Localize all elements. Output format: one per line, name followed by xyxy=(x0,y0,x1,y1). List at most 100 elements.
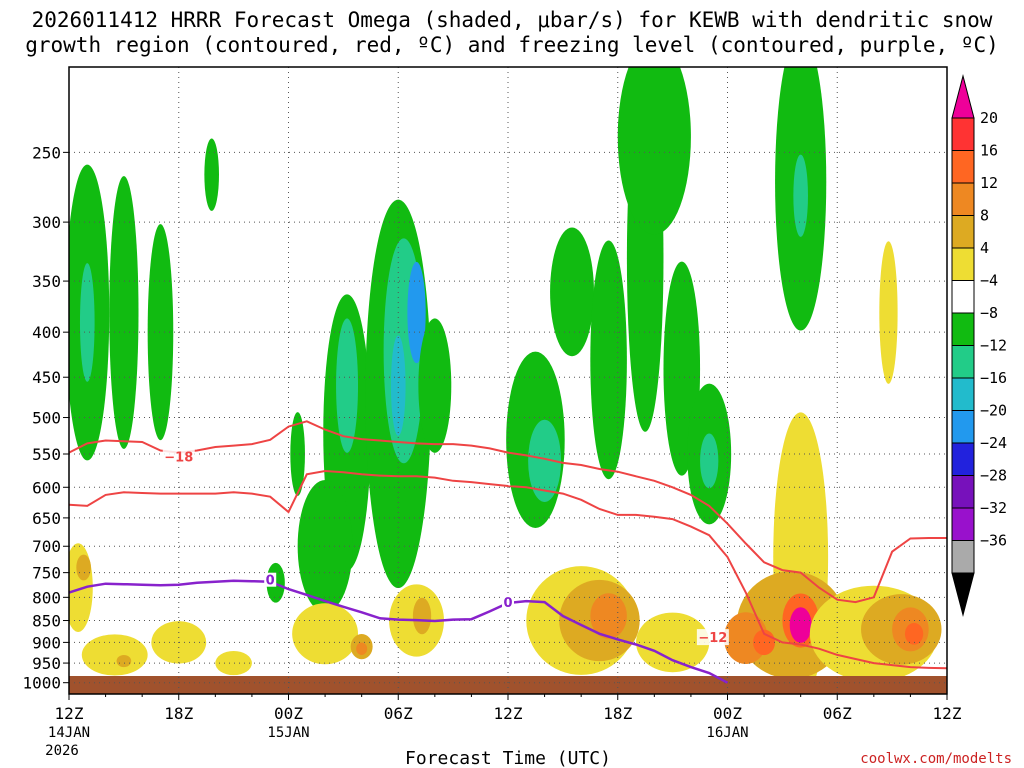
colorbar-top-arrow xyxy=(951,74,975,119)
omega-region-pos-32 xyxy=(292,603,359,665)
colorbar-label-1: 16 xyxy=(980,142,998,160)
y-tick-label-400: 400 xyxy=(32,323,61,342)
y-axis: 250 300 350 400 450 500 550 600 650 700 750 800 850 9… xyxy=(22,143,69,693)
x-tick-label-36: 00Z xyxy=(713,704,742,723)
colorbar-label-12: −32 xyxy=(980,499,1007,517)
colorbar-segment-8 xyxy=(951,377,975,411)
omega-shading xyxy=(69,67,942,694)
y-tick-label-600: 600 xyxy=(32,478,61,497)
y-tick-label-500: 500 xyxy=(32,409,61,428)
x-tick-year-0: 2026 xyxy=(45,743,79,759)
freezing-label-bg-1 xyxy=(502,595,514,610)
y-tick-label-650: 650 xyxy=(32,509,61,528)
colorbar-bottom-arrow xyxy=(951,572,975,617)
colorbar-segment-11 xyxy=(951,475,975,509)
y-tick-label-450: 450 xyxy=(32,368,61,387)
omega-region-neg-16 xyxy=(528,419,562,503)
colorbar-label-10: −24 xyxy=(980,434,1007,452)
contour-line--18 xyxy=(69,420,947,604)
freezing-level-label: 0 xyxy=(503,596,512,611)
contour-label--12: −12 xyxy=(698,631,727,646)
colorbar-label-3: 8 xyxy=(980,207,989,225)
x-axis: 12Z 14JAN 2026 18Z 00Z 15JAN 06Z 12Z 18Z 00Z 16JAN… xyxy=(45,694,962,759)
omega-region-pos-29 xyxy=(116,654,132,668)
omega-region-neg-8 xyxy=(336,318,359,453)
chart-title-line-1: 2026011412 HRRR Forecast Omega (shaded, … xyxy=(32,8,993,32)
colorbar-label-11: −28 xyxy=(980,467,1007,485)
colorbar-label-2: 12 xyxy=(980,174,998,192)
contour-label-bg--12 xyxy=(696,629,729,646)
x-tick-label-30: 18Z xyxy=(603,704,632,723)
colorbar-label-6: −8 xyxy=(980,304,998,322)
omega-region-neg-14 xyxy=(418,318,452,453)
colorbar-segment-6 xyxy=(951,312,975,346)
contour-line--12 xyxy=(69,469,947,670)
temperature-contours: −18 −12 0 0 xyxy=(69,420,947,684)
omega-region-pos-31 xyxy=(215,650,252,676)
omega-region-pos-34 xyxy=(356,642,368,655)
omega-region-neg-4 xyxy=(204,138,219,211)
colorbar-segment-13 xyxy=(951,540,975,574)
colorbar-label-5: −4 xyxy=(980,272,998,290)
omega-region-pos-27 xyxy=(76,554,91,581)
y-tick-label-700: 700 xyxy=(32,537,61,556)
freezing-label-bg-0 xyxy=(264,572,277,587)
x-tick-date-0: 14JAN xyxy=(48,725,90,741)
omega-region-neg-2 xyxy=(109,176,139,449)
y-tick-label-850: 850 xyxy=(32,612,61,631)
omega-region-neg-17 xyxy=(550,227,594,357)
omega-region-pos-50 xyxy=(904,622,924,645)
omega-region-neg-13 xyxy=(407,261,426,364)
y-tick-label-750: 750 xyxy=(32,564,61,583)
omega-region-neg-12 xyxy=(390,335,406,436)
contour-line-0 xyxy=(69,579,729,684)
colorbar-label-13: −36 xyxy=(980,532,1007,550)
x-tick-label-42: 06Z xyxy=(823,704,852,723)
contour-label--18: −18 xyxy=(164,450,193,465)
omega-region-neg-1 xyxy=(79,263,95,382)
omega-region-pos-46 xyxy=(789,607,812,643)
ground-below-surface xyxy=(69,676,947,694)
y-tick-label-950: 950 xyxy=(32,654,61,673)
colorbar-segment-4 xyxy=(951,247,975,281)
colorbar-segment-10 xyxy=(951,442,975,476)
omega-region-neg-25 xyxy=(793,154,808,237)
x-tick-label-18: 06Z xyxy=(384,704,413,723)
freezing-level-label: 0 xyxy=(266,574,275,589)
y-tick-label-250: 250 xyxy=(32,143,61,162)
omega-region-neg-3 xyxy=(147,224,174,441)
colorbar-label-4: 4 xyxy=(980,239,989,257)
colorbar-segment-9 xyxy=(951,410,975,444)
colorbar: 20 16 12 8 4 −4 −8 −12 −16 −20 −24 −28 −32 −36 xyxy=(951,74,1007,617)
omega-region-neg-23 xyxy=(617,67,691,235)
contour-label-bg--18 xyxy=(162,448,195,465)
omega-region-pos-40 xyxy=(636,612,710,673)
y-tick-label-550: 550 xyxy=(32,445,61,464)
colorbar-label-8: −16 xyxy=(980,369,1007,387)
colorbar-label-9: −20 xyxy=(980,402,1007,420)
colorbar-segment-5 xyxy=(951,280,975,314)
omega-region-pos-51 xyxy=(879,241,898,384)
colorbar-segment-7 xyxy=(951,345,975,379)
omega-region-pos-28 xyxy=(81,634,148,676)
chart-title-line-2: growth region (contoured, red, ºC) and f… xyxy=(25,33,999,57)
omega-region-pos-36 xyxy=(412,597,432,635)
y-tick-label-1000: 1000 xyxy=(22,674,61,693)
y-tick-label-800: 800 xyxy=(32,588,61,607)
x-tick-date-36: 16JAN xyxy=(706,725,748,741)
y-tick-label-350: 350 xyxy=(32,272,61,291)
colorbar-label-0: 20 xyxy=(980,109,998,127)
omega-region-neg-6 xyxy=(290,412,305,496)
omega-region-neg-22 xyxy=(700,433,719,489)
credit-text[interactable]: coolwx.com/modelts xyxy=(860,751,1012,767)
omega-region-neg-18 xyxy=(590,240,627,480)
colorbar-segment-3 xyxy=(951,215,975,249)
colorbar-label-7: −12 xyxy=(980,337,1007,355)
x-tick-label-0: 12Z xyxy=(55,704,84,723)
x-tick-label-24: 12Z xyxy=(494,704,523,723)
y-tick-label-300: 300 xyxy=(32,213,61,232)
colorbar-segment-0 xyxy=(951,117,975,151)
x-tick-label-6: 18Z xyxy=(164,704,193,723)
colorbar-segment-1 xyxy=(951,150,975,184)
